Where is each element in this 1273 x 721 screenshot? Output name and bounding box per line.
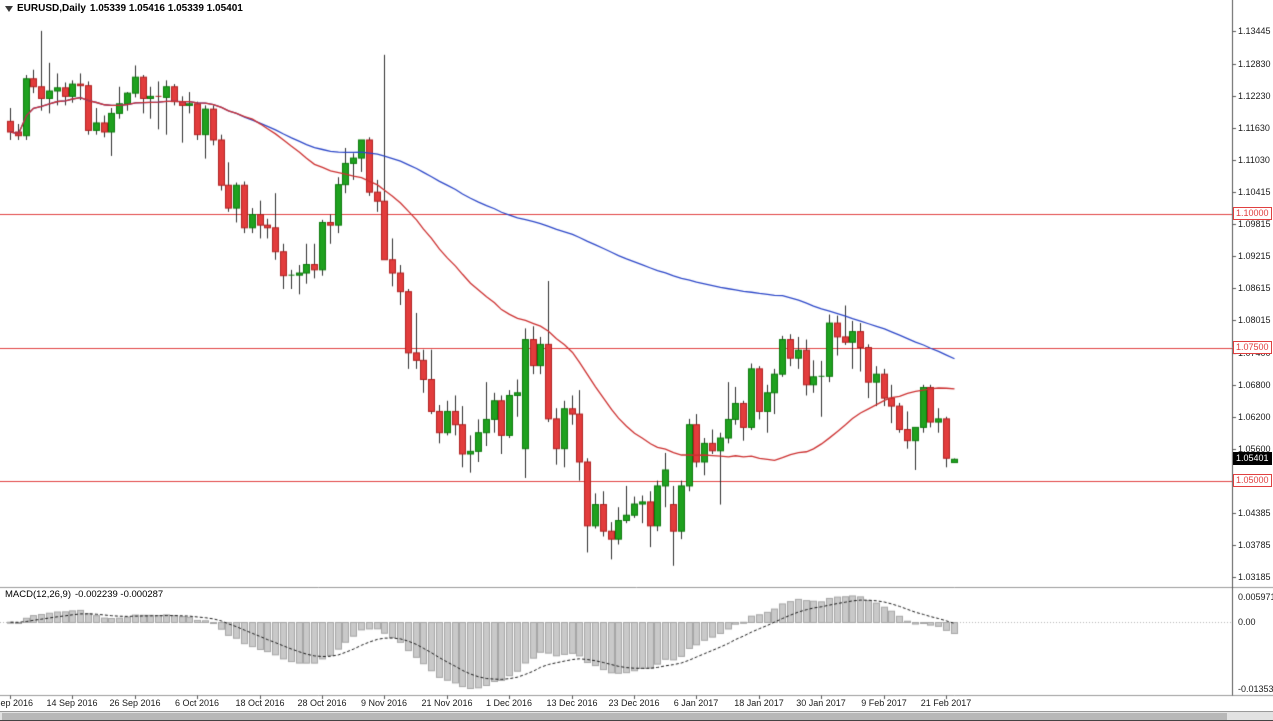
horizontal-scrollbar[interactable]: [0, 711, 1273, 720]
scrollbar-thumb[interactable]: [2, 713, 1227, 720]
